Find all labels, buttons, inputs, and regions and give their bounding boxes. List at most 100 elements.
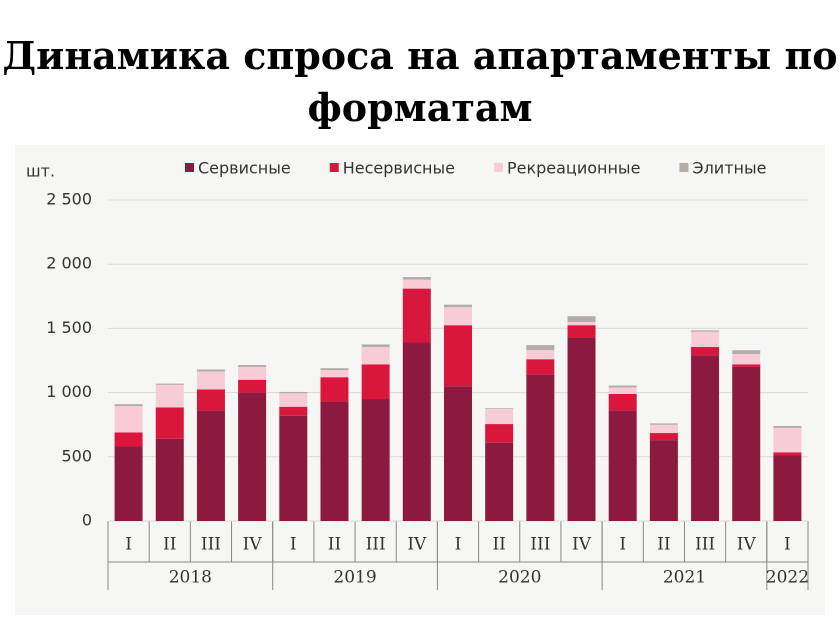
bar-segment — [444, 304, 472, 308]
bar-segment — [526, 350, 555, 360]
x-tick-label: III — [201, 535, 221, 555]
bar-segment — [402, 279, 431, 289]
bar-segment — [773, 452, 802, 456]
group-label: 2019 — [333, 568, 376, 588]
x-tick-label: I — [784, 535, 791, 555]
y-tick-label: 2 500 — [46, 190, 92, 209]
bar-segment — [196, 371, 225, 390]
y-tick-label: 2 000 — [46, 254, 92, 273]
bar-segment — [320, 368, 349, 371]
bar-segment — [691, 355, 720, 521]
bar-segment — [114, 404, 143, 407]
bar-segment — [649, 424, 678, 434]
x-tick-label: IV — [243, 535, 263, 555]
bar-segment — [732, 366, 761, 521]
bar-segment — [773, 455, 802, 521]
legend-label: Рекреационные — [507, 159, 640, 178]
bar-segment — [155, 438, 184, 521]
bar-segment — [691, 331, 720, 348]
bar-segment — [444, 325, 472, 387]
bar-segment — [114, 406, 143, 433]
bar-segment — [691, 347, 720, 356]
bar-segment — [320, 377, 349, 402]
bar-segment — [361, 347, 390, 365]
bar-segment — [238, 366, 267, 380]
bar-segment — [155, 384, 184, 408]
legend-swatch — [679, 163, 689, 172]
bar-segment — [238, 379, 267, 393]
bar-segment — [485, 442, 514, 521]
bar-segment — [279, 406, 308, 416]
bar-segment — [691, 330, 720, 332]
bar-segment — [279, 391, 308, 394]
x-tick-label: II — [492, 535, 505, 555]
y-tick-label: 0 — [82, 511, 92, 530]
bar-segment — [196, 389, 225, 411]
bar-segment — [732, 350, 761, 355]
bar-segment — [649, 433, 678, 441]
chart-title: Динамика спроса на апартаменты по формат… — [2, 33, 838, 130]
group-label: 2021 — [663, 568, 706, 588]
legend-label: Элитные — [692, 159, 766, 178]
legend-label: Сервисные — [198, 159, 291, 178]
bar-segment — [155, 383, 184, 385]
bar-segment — [485, 408, 514, 425]
x-tick-label: I — [125, 535, 132, 555]
bar-segment — [773, 427, 802, 453]
bar-segment — [608, 387, 637, 394]
x-tick-label: II — [328, 535, 341, 555]
bar-segment — [361, 399, 390, 521]
bar-segment — [649, 440, 678, 521]
bar-segment — [773, 425, 802, 428]
x-tick-label: II — [163, 535, 176, 555]
bar-segment — [649, 423, 678, 425]
bar-segment — [567, 316, 596, 322]
bar-segment — [114, 446, 143, 521]
bar-segment — [361, 344, 390, 348]
x-tick-label: I — [290, 535, 297, 555]
bar-segment — [196, 369, 225, 372]
group-label: 2018 — [169, 568, 212, 588]
legend-swatch — [185, 163, 194, 172]
x-tick-label: IV — [407, 535, 427, 555]
bar-segment — [608, 393, 637, 411]
bar-segment — [320, 401, 349, 521]
bar-segment — [402, 342, 431, 521]
x-tick-label: III — [695, 535, 715, 555]
bar-segment — [526, 374, 555, 521]
bar-segment — [361, 364, 390, 400]
x-tick-label: I — [619, 535, 626, 555]
legend-label: Несервисные — [343, 159, 455, 178]
bar-segment — [320, 370, 349, 378]
bar-segment — [279, 415, 308, 521]
bar-segment — [732, 354, 761, 365]
x-tick-label: II — [657, 535, 670, 555]
x-tick-label: III — [530, 535, 550, 555]
bar-segment — [238, 392, 267, 521]
legend-swatch — [493, 163, 503, 172]
bar-segment — [567, 337, 596, 521]
x-tick-label: IV — [737, 535, 757, 555]
bar-segment — [238, 364, 267, 367]
x-tick-label: III — [366, 535, 386, 555]
bar-segment — [526, 359, 555, 375]
y-tick-label: 1 500 — [46, 318, 92, 337]
bar-segment — [114, 432, 143, 447]
legend-swatch — [329, 163, 339, 172]
bar-segment — [485, 424, 514, 443]
bar-segment — [402, 277, 431, 280]
bar-segment — [567, 321, 596, 326]
bar-segment — [608, 410, 637, 521]
bar-segment — [567, 325, 596, 338]
x-tick-label: IV — [572, 535, 592, 555]
group-label: 2020 — [498, 568, 541, 588]
bar-segment — [402, 288, 431, 343]
group-label: 2022 — [766, 568, 809, 588]
bar-segment — [279, 393, 308, 407]
bar-segment — [155, 407, 184, 439]
bar-segment — [526, 345, 555, 351]
x-tick-label: I — [455, 535, 462, 555]
bar-segment — [444, 386, 472, 521]
